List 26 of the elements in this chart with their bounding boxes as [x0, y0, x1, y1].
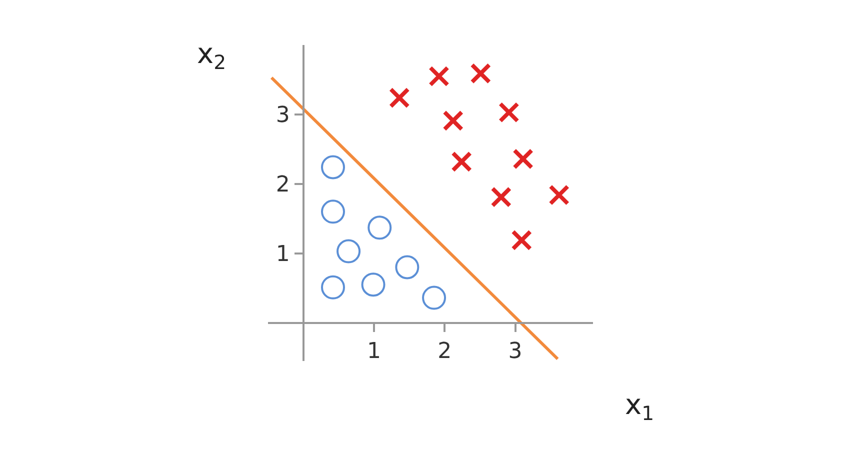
- point: [512, 148, 534, 170]
- point: [428, 66, 450, 87]
- y-axis-title: x$_{2}$: [197, 37, 226, 74]
- y-tick-label: 2: [276, 172, 290, 198]
- x-tick-label: 2: [438, 339, 452, 364]
- point: [388, 87, 410, 108]
- point: [511, 230, 532, 251]
- y-tick-label: 3: [276, 103, 290, 128]
- point: [498, 102, 520, 123]
- point: [321, 200, 345, 224]
- x-tick-label: 1: [366, 339, 381, 364]
- point: [336, 239, 361, 264]
- point: [361, 272, 386, 297]
- point: [321, 275, 345, 300]
- x-tick-label: 3: [508, 339, 522, 364]
- x-axis-title: x$_{1}$: [625, 388, 654, 425]
- point: [548, 184, 570, 206]
- y-tick-label: 1: [276, 242, 290, 268]
- point: [490, 186, 512, 208]
- point: [470, 62, 492, 84]
- point: [451, 151, 472, 172]
- point: [395, 255, 420, 280]
- point: [442, 110, 464, 132]
- point: [321, 155, 345, 180]
- point: [422, 286, 446, 310]
- point: [368, 216, 392, 240]
